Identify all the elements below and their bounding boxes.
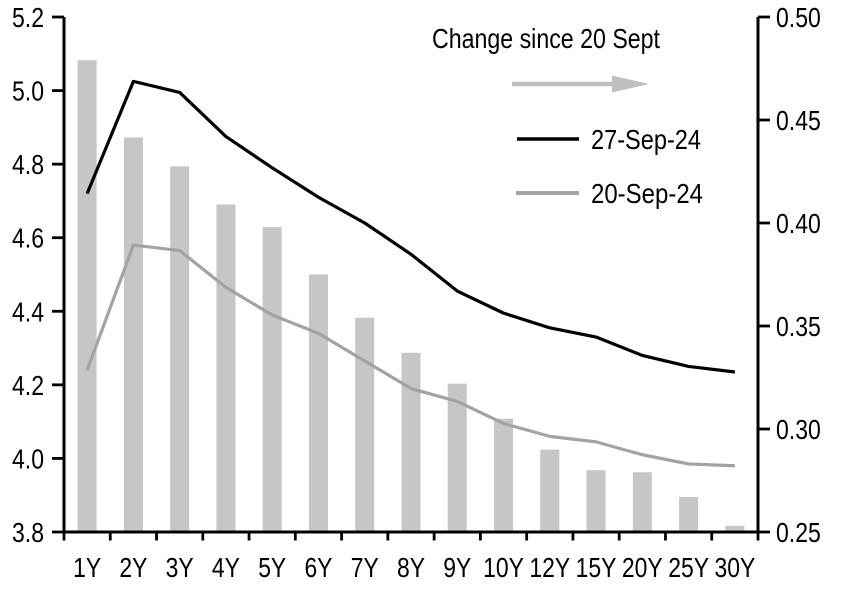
x-axis-label-5Y: 5Y [258, 552, 286, 583]
legend-20-sep-label: 20-Sep-24 [591, 178, 703, 209]
bar-20Y [632, 472, 652, 532]
bar-6Y [308, 274, 328, 532]
x-axis-label-1Y: 1Y [73, 552, 101, 583]
right-axis-tick-label: 0.50 [776, 2, 821, 33]
line-series-group [85, 79, 736, 468]
x-axis-label-15Y: 15Y [576, 552, 617, 583]
left-axis-tick-label: 5.2 [12, 2, 44, 33]
bar-4Y [216, 204, 236, 532]
right-axis-tick-label: 0.30 [776, 414, 821, 445]
x-axis-label-25Y: 25Y [668, 552, 709, 583]
right-axis-tick-label: 0.40 [776, 208, 821, 239]
x-axis-label-9Y: 9Y [443, 552, 471, 583]
x-axis-label-10Y: 10Y [483, 552, 524, 583]
x-axis-label-12Y: 12Y [529, 552, 570, 583]
line-series-20-sep-24 [85, 243, 735, 468]
bar-9Y [447, 383, 467, 532]
x-axis-label-3Y: 3Y [166, 552, 194, 583]
x-axis-label-30Y: 30Y [714, 552, 755, 583]
bar-5Y [262, 227, 282, 532]
axes-group: 5.2 5.0 4.8 4.6 4.4 4.2 4.0 3.8 0.50 0.45 0.40 0.35… [12, 2, 821, 583]
bar-12Y [540, 449, 560, 532]
bar-7Y [355, 317, 375, 532]
x-axis-label-20Y: 20Y [622, 552, 663, 583]
x-axis-label-4Y: 4Y [212, 552, 240, 583]
right-axis-tick-label: 0.45 [776, 105, 821, 136]
right-axis-tick-label: 0.25 [776, 517, 821, 548]
bar-30Y [725, 525, 745, 532]
x-axis-label-2Y: 2Y [119, 552, 147, 583]
bar-25Y [679, 496, 699, 532]
right-arrow-head [612, 75, 649, 93]
legend-title: Change since 20 Sept [432, 23, 660, 54]
change-direction-right-arrow-icon [512, 75, 649, 93]
x-axis-label-7Y: 7Y [351, 552, 379, 583]
left-axis-tick-label: 4.8 [12, 149, 44, 180]
left-axis-tick-label: 4.0 [12, 443, 44, 474]
right-axis-tick-label: 0.35 [776, 311, 821, 342]
left-axis-tick-label: 4.2 [12, 370, 44, 401]
bar-2Y [123, 137, 143, 532]
line-series-27-sep-24 [85, 79, 736, 374]
left-axis-tick-label: 4.4 [12, 296, 44, 327]
legend: Change since 20 Sept 27-Sep-24 20-Sep-24 [432, 23, 703, 209]
bar-15Y [586, 470, 606, 532]
bars-series-change [77, 60, 745, 532]
x-axis-label-6Y: 6Y [304, 552, 332, 583]
legend-27-sep-label: 27-Sep-24 [591, 124, 701, 155]
bar-10Y [494, 418, 514, 532]
left-axis-tick-label: 3.8 [12, 517, 44, 548]
left-axis-tick-label: 5.0 [12, 76, 44, 107]
x-axis-label-8Y: 8Y [397, 552, 425, 583]
bar-3Y [170, 166, 190, 532]
left-axis-tick-label: 4.6 [12, 223, 44, 254]
bar-1Y [77, 60, 97, 532]
bar-8Y [401, 352, 421, 532]
